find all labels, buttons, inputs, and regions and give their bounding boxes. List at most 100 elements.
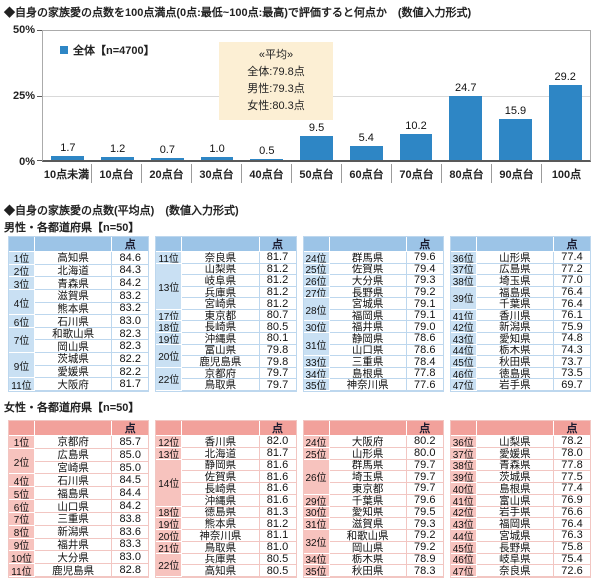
prefecture-header-cell: [329, 421, 407, 436]
score-cell: 79.8: [259, 356, 296, 368]
rank-header-cell: [9, 237, 35, 252]
score-cell: 80.2: [406, 436, 443, 448]
score-cell: 79.6: [406, 495, 443, 507]
rank-cell: 19位: [156, 518, 183, 530]
male-table-label: 男性・各都道府県【n=50】: [4, 222, 140, 234]
score-cell: 84.2: [112, 277, 149, 290]
score-cell: 82.2: [112, 366, 149, 379]
score-cell: 73.7: [554, 356, 590, 368]
score-cell: 83.8: [112, 513, 149, 526]
score-cell: 78.4: [406, 356, 443, 368]
score-cell: 83.0: [112, 315, 149, 328]
rank-cell: 2位: [9, 448, 35, 475]
prefecture-cell: 埼玉県: [476, 275, 554, 287]
legend-swatch-icon: [60, 46, 68, 54]
prefecture-cell: 福井県: [35, 538, 113, 552]
rank-cell: 18位: [156, 506, 183, 519]
prefecture-cell: 高知県: [35, 252, 113, 265]
bar: [399, 133, 433, 160]
score-cell: 79.7: [406, 460, 443, 472]
score-cell: 73.5: [554, 368, 590, 380]
prefecture-cell: 群馬県: [329, 252, 407, 264]
prefecture-cell: 佐賀県: [329, 263, 407, 276]
bar-slot: 24.7: [441, 31, 491, 160]
score-cell: 75.8: [554, 542, 590, 554]
score-header-cell: 点: [112, 237, 149, 252]
prefecture-cell: 兵庫県: [182, 553, 260, 566]
prefecture-cell: 栃木県: [329, 553, 407, 566]
score-cell: 81.2: [259, 298, 296, 310]
score-cell: 82.0: [259, 436, 296, 448]
bar-slot: 15.9: [491, 31, 541, 160]
score-cell: 81.6: [259, 460, 296, 472]
rank-cell: 26位: [303, 459, 330, 495]
score-cell: 83.2: [112, 303, 149, 316]
bar-value-label: 29.2: [554, 70, 576, 83]
score-header-cell: 点: [406, 421, 443, 436]
prefecture-cell: 石川県: [35, 315, 113, 328]
ranking-table-column: 点 24位 大阪府 80.2 25位 山形県 80.0 26位 群馬県 79.7 埼玉県 79.7 東京…: [302, 420, 444, 578]
bar-chart-bars: 1.7 1.2 0.7 1.0 0.5 9.5 5.4 10.2 24.7 15.9 29.2: [43, 31, 590, 160]
prefecture-header-cell: [329, 237, 407, 252]
prefecture-cell: 宮城県: [476, 530, 554, 542]
prefecture-cell: 神奈川県: [182, 530, 260, 542]
score-cell: 77.6: [406, 379, 443, 391]
prefecture-cell: 島根県: [476, 483, 554, 495]
prefecture-cell: 山口県: [329, 344, 407, 357]
score-header-cell: 点: [406, 237, 443, 252]
score-cell: 81.2: [259, 275, 296, 287]
rank-cell: 38位: [450, 459, 477, 472]
rank-header-cell: [303, 237, 330, 252]
rank-cell: 41位: [450, 309, 477, 322]
prefecture-cell: 徳島県: [476, 367, 554, 380]
score-cell: 77.4: [554, 483, 590, 495]
ranking-table-column: 点 12位 香川県 82.0 13位 北海道 81.7 14位 静岡県 81.6 佐賀県 81.6 長崎…: [155, 420, 297, 578]
rank-cell: 26位: [303, 275, 330, 287]
prefecture-cell: 宮崎県: [35, 461, 113, 475]
ranking-table-column: 点 1位 高知県 84.6 2位 北海道 84.3 3位 青森県 84.2 4位 滋賀県 83.2 熊本県…: [8, 236, 150, 392]
bar-value-label: 10.2: [405, 119, 427, 132]
rank-cell: 7位: [9, 512, 35, 526]
score-cell: 76.1: [554, 310, 590, 322]
rank-cell: 42位: [450, 321, 477, 334]
prefecture-cell: 岩手県: [476, 506, 554, 519]
prefecture-cell: 愛媛県: [476, 447, 554, 460]
bar-value-label: 0.7: [159, 144, 175, 157]
prefecture-cell: 富山県: [182, 344, 260, 357]
rank-cell: 37位: [450, 447, 477, 460]
score-cell: 76.4: [554, 287, 590, 299]
score-cell: 81.2: [259, 287, 296, 299]
rank-cell: 39位: [450, 286, 477, 310]
rank-cell: 11位: [9, 378, 35, 391]
prefecture-cell: 静岡県: [329, 333, 407, 345]
score-cell: 77.8: [554, 460, 590, 472]
score-cell: 85.0: [112, 449, 149, 462]
x-axis-category-label: 80点台: [441, 164, 491, 183]
rank-header-cell: [303, 421, 330, 436]
y-axis-label-50: 50%: [12, 24, 35, 36]
rank-cell: 25位: [303, 447, 330, 460]
prefecture-cell: 北海道: [35, 264, 113, 278]
rank-cell: 4位: [9, 289, 35, 316]
bar-slot: 1.0: [192, 31, 242, 160]
rank-cell: 4位: [9, 474, 35, 488]
score-cell: 83.2: [112, 290, 149, 303]
prefecture-cell: 広島県: [476, 263, 554, 276]
score-cell: 76.3: [554, 530, 590, 542]
prefecture-cell: 香川県: [182, 436, 260, 448]
rank-cell: 8位: [9, 525, 35, 539]
rank-cell: 13位: [156, 447, 183, 460]
prefecture-cell: 福岡県: [476, 518, 554, 530]
prefecture-cell: 千葉県: [476, 298, 554, 310]
rank-cell: 46位: [450, 367, 477, 380]
score-cell: 84.5: [112, 474, 149, 488]
rank-cell: 9位: [9, 538, 35, 552]
x-axis-category-label: 100点: [541, 164, 591, 183]
bar: [300, 135, 333, 160]
prefecture-cell: 三重県: [329, 356, 407, 368]
score-cell: 75.4: [554, 554, 590, 566]
rank-cell: 6位: [9, 500, 35, 513]
bar-slot: 10.2: [391, 31, 441, 160]
prefecture-cell: 長崎県: [182, 321, 260, 334]
ranking-table-column: 点 36位 山形県 77.4 37位 広島県 77.2 38位 埼玉県 77.0 39位 福島県 76.…: [449, 236, 591, 392]
